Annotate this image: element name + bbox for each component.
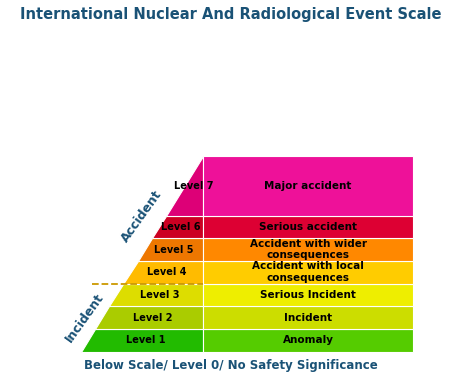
Text: Below Scale/ Level 0/ No Safety Significance: Below Scale/ Level 0/ No Safety Signific… bbox=[84, 359, 378, 372]
Text: Level 2: Level 2 bbox=[133, 313, 172, 322]
Polygon shape bbox=[203, 306, 413, 329]
Text: Serious accident: Serious accident bbox=[259, 222, 357, 232]
Text: Level 6: Level 6 bbox=[161, 222, 201, 232]
Text: Major accident: Major accident bbox=[264, 181, 352, 191]
Polygon shape bbox=[123, 261, 203, 284]
Text: Level 1: Level 1 bbox=[126, 335, 165, 345]
Polygon shape bbox=[80, 329, 203, 352]
Text: Anomaly: Anomaly bbox=[283, 335, 334, 345]
Polygon shape bbox=[203, 261, 413, 284]
Text: Accident with wider
consequences: Accident with wider consequences bbox=[249, 239, 367, 260]
Text: Level 4: Level 4 bbox=[147, 267, 187, 277]
Polygon shape bbox=[109, 284, 203, 306]
Polygon shape bbox=[138, 238, 203, 261]
Text: Accident: Accident bbox=[119, 188, 164, 245]
Text: Level 7: Level 7 bbox=[174, 181, 214, 191]
Text: International Nuclear And Radiological Event Scale: International Nuclear And Radiological E… bbox=[20, 7, 442, 22]
Polygon shape bbox=[203, 238, 413, 261]
Polygon shape bbox=[203, 284, 413, 306]
Polygon shape bbox=[95, 306, 203, 329]
Polygon shape bbox=[203, 216, 413, 238]
Polygon shape bbox=[166, 156, 203, 216]
Text: Level 3: Level 3 bbox=[140, 290, 180, 300]
Text: Incident: Incident bbox=[62, 291, 106, 345]
Text: Incident: Incident bbox=[284, 313, 332, 322]
Polygon shape bbox=[203, 329, 413, 352]
Text: Accident with local
consequences: Accident with local consequences bbox=[252, 261, 364, 283]
Text: Level 5: Level 5 bbox=[154, 244, 194, 255]
Polygon shape bbox=[203, 156, 413, 216]
Polygon shape bbox=[152, 216, 203, 238]
Text: Serious Incident: Serious Incident bbox=[260, 290, 356, 300]
